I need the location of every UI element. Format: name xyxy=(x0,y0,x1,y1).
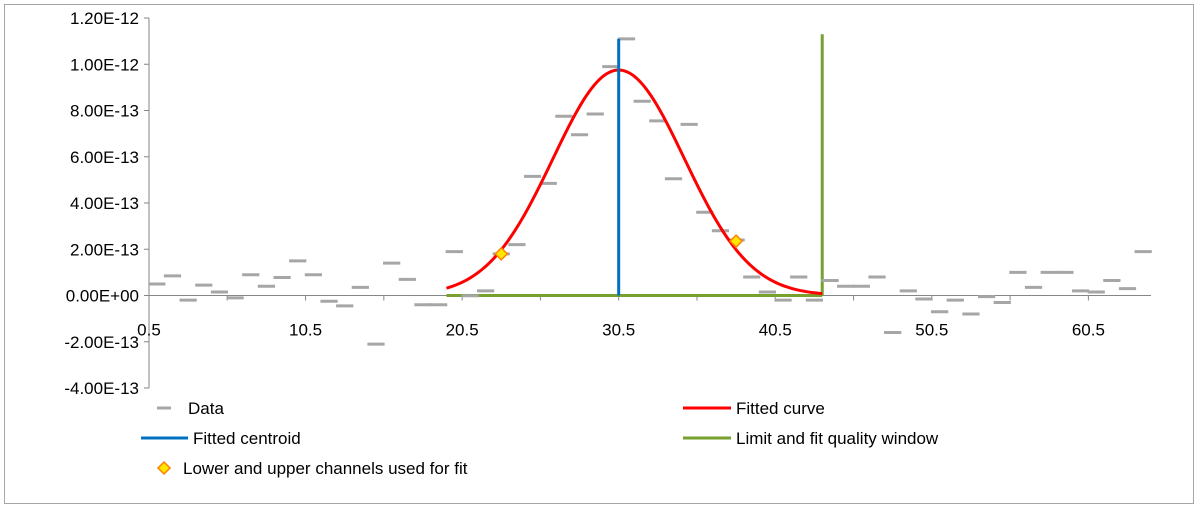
fit-channel-markers xyxy=(494,234,744,261)
x-tick-label: 30.5 xyxy=(602,321,635,340)
x-tick-label: 20.5 xyxy=(446,321,479,340)
x-tick-label: 60.5 xyxy=(1072,321,1105,340)
chart-svg: 1.20E-12 1.00E-12 8.00E-13 6.00E-13 4.00E-13… xyxy=(64,9,1152,478)
y-tick-label: 2.00E-13 xyxy=(70,240,139,259)
axes: 1.20E-12 1.00E-12 8.00E-13 6.00E-13 4.00E-13… xyxy=(64,9,1151,398)
fitted-curve-line xyxy=(446,68,823,296)
fitted-curve-series xyxy=(446,68,823,296)
y-tick-label: 1.00E-12 xyxy=(70,55,139,74)
y-tick-label: 1.20E-12 xyxy=(70,9,139,28)
y-tick-label: 6.00E-13 xyxy=(70,148,139,167)
legend-curve-label: Fitted curve xyxy=(736,399,825,418)
legend-marker-symbol xyxy=(156,460,172,476)
chart-frame: 1.20E-12 1.00E-12 8.00E-13 6.00E-13 4.00E-13… xyxy=(4,4,1194,504)
y-tick-label: 8.00E-13 xyxy=(70,102,139,121)
y-tick-label: 0.00E+00 xyxy=(66,287,139,306)
x-tick-label: 10.5 xyxy=(289,321,322,340)
y-tick-label: -2.00E-13 xyxy=(64,333,139,352)
legend-marker-label: Lower and upper channels used for fit xyxy=(183,459,468,478)
fit-channel-marker xyxy=(729,234,744,249)
y-tick-label: 4.00E-13 xyxy=(70,194,139,213)
legend-data-label: Data xyxy=(188,399,224,418)
x-tick-label: 0.5 xyxy=(137,321,161,340)
x-tick-label: 40.5 xyxy=(759,321,792,340)
legend-window-label: Limit and fit quality window xyxy=(736,429,939,448)
x-tick-label: 50.5 xyxy=(915,321,948,340)
legend-centroid-label: Fitted centroid xyxy=(193,429,301,448)
y-tick-label: -4.00E-13 xyxy=(64,379,139,398)
fit-window xyxy=(446,34,824,297)
legend: Data Fitted curve Fitted centroid Limit and… xyxy=(141,399,939,478)
data-series xyxy=(148,37,1152,346)
fit-channel-marker xyxy=(494,246,509,261)
